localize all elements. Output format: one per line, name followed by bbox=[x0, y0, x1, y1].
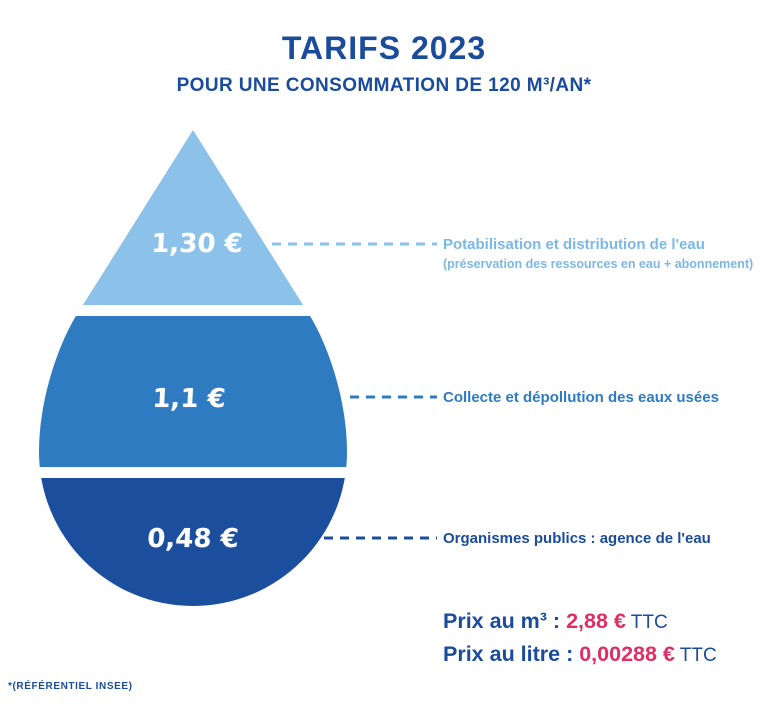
amount-collecte: 1,1 € bbox=[151, 384, 227, 414]
totals-block: Prix au m³ : 2,88 € TTC Prix au litre : … bbox=[443, 606, 763, 672]
price-per-litre-label: Prix au litre : bbox=[443, 642, 580, 666]
amount-potabilisation: 1,30 € bbox=[150, 229, 244, 259]
label-potabilisation: Potabilisation et distribution de l'eau bbox=[443, 236, 705, 253]
drop-segment-organismes bbox=[41, 478, 345, 606]
amount-organismes: 0,48 € bbox=[146, 524, 240, 554]
insee-footnote: *(RÉFÉRENTIEL INSEE) bbox=[8, 681, 133, 692]
label-collecte: Collecte et dépollution des eaux usées bbox=[443, 389, 719, 406]
price-per-m3-ttc: TTC bbox=[625, 612, 668, 633]
page-title: TARIFS 2023 bbox=[281, 30, 487, 66]
label-organismes: Organismes publics : agence de l'eau bbox=[443, 530, 711, 547]
sublabel-potabilisation: (préservation des ressources en eau + ab… bbox=[443, 257, 754, 271]
page-subtitle: POUR UNE CONSOMMATION DE 120 M³/AN* bbox=[176, 75, 592, 96]
price-per-m3: Prix au m³ : 2,88 € TTC bbox=[443, 606, 763, 639]
price-per-m3-value: 2,88 € bbox=[566, 609, 626, 633]
price-per-litre-ttc: TTC bbox=[674, 645, 717, 666]
price-per-litre-value: 0,00288 € bbox=[579, 642, 675, 666]
price-per-m3-label: Prix au m³ : bbox=[443, 609, 567, 633]
drop-segment-collecte bbox=[39, 316, 347, 467]
price-per-litre: Prix au litre : 0,00288 € TTC bbox=[443, 639, 763, 672]
drop-segment-potabilisation bbox=[82, 130, 304, 305]
